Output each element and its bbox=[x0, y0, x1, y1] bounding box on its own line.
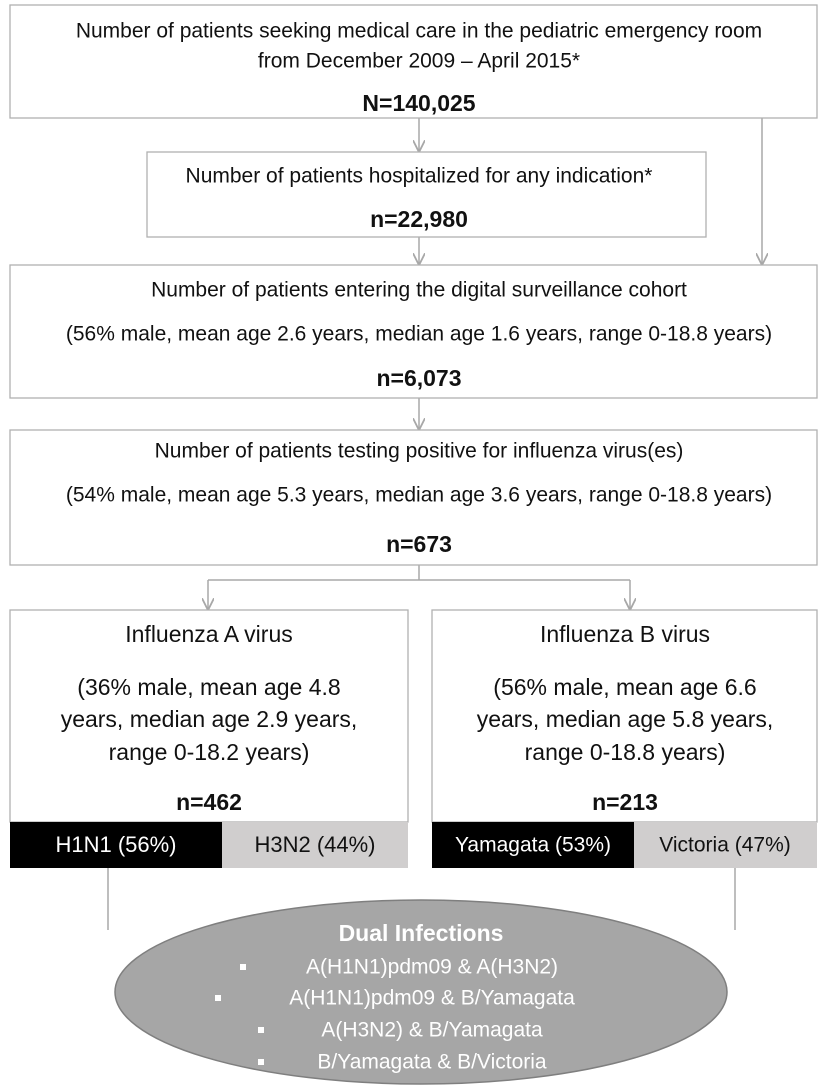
branch-title: Influenza A virus bbox=[125, 621, 293, 647]
box-count: n=6,073 bbox=[376, 365, 461, 391]
bullet bbox=[240, 964, 246, 970]
box-text: (54% male, mean age 5.3 years, median ag… bbox=[66, 484, 772, 507]
box bbox=[9, 264, 818, 399]
box bbox=[9, 4, 818, 119]
box bbox=[9, 429, 818, 566]
dual-title: Dual Infections bbox=[339, 920, 504, 946]
dual-item: A(H1N1)pdm09 & A(H3N2) bbox=[306, 956, 558, 979]
branch-text: range 0-18.8 years) bbox=[525, 739, 726, 765]
branch-box bbox=[431, 609, 818, 823]
dual-list: A(H1N1)pdm09 & A(H3N2) A(H1N1)pdm09 & B/… bbox=[215, 956, 575, 1074]
subtype-bar bbox=[432, 822, 634, 868]
bullet bbox=[258, 1027, 264, 1033]
subtype-label: Victoria (47%) bbox=[659, 834, 791, 857]
branch-count: n=213 bbox=[592, 789, 658, 815]
bullet bbox=[258, 1059, 264, 1065]
subtype-bar bbox=[10, 822, 222, 868]
branch-text: range 0-18.2 years) bbox=[109, 739, 310, 765]
dual-item: A(H3N2) & B/Yamagata bbox=[321, 1019, 543, 1042]
box-count: n=22,980 bbox=[370, 206, 468, 232]
dual-item: B/Yamagata & B/Victoria bbox=[317, 1051, 546, 1074]
box-text: Number of patients testing positive for … bbox=[155, 440, 684, 463]
subtype-label: H1N1 (56%) bbox=[55, 832, 176, 857]
box bbox=[146, 151, 707, 238]
branch-text: (36% male, mean age 4.8 bbox=[77, 674, 340, 700]
branch-box bbox=[9, 609, 409, 823]
box-text: (56% male, mean age 2.6 years, median ag… bbox=[66, 323, 772, 346]
subtype-label: H3N2 (44%) bbox=[254, 832, 375, 857]
box-text: Number of patients entering the digital … bbox=[151, 279, 687, 302]
box-text: Number of patients seeking medical care … bbox=[76, 20, 762, 43]
dual-ellipse bbox=[114, 899, 728, 1085]
branch-text: years, median age 2.9 years, bbox=[61, 706, 358, 732]
subtype-bar bbox=[222, 822, 408, 868]
box-text: Number of patients hospitalized for any … bbox=[186, 165, 653, 188]
dual-item: A(H1N1)pdm09 & B/Yamagata bbox=[289, 987, 575, 1010]
connectors bbox=[107, 118, 762, 930]
branch-text: (56% male, mean age 6.6 bbox=[493, 674, 756, 700]
bullet bbox=[215, 995, 221, 1001]
branch-count: n=462 bbox=[176, 789, 242, 815]
box-text: from December 2009 – April 2015* bbox=[258, 50, 580, 73]
box-count: N=140,025 bbox=[362, 90, 475, 116]
subtype-label: Yamagata (53%) bbox=[455, 834, 611, 857]
branch-text: years, median age 5.8 years, bbox=[477, 706, 774, 732]
subtype-bar bbox=[634, 822, 817, 868]
branch-title: Influenza B virus bbox=[540, 621, 710, 647]
box-count: n=673 bbox=[386, 531, 452, 557]
